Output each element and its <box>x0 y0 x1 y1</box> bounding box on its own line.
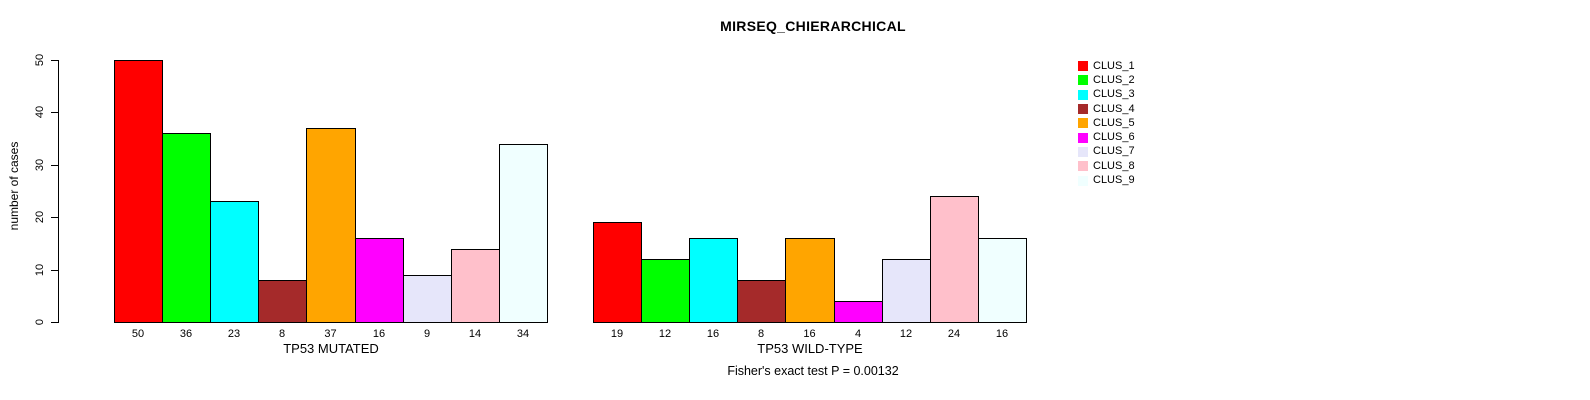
bar-tp53-wild-type-clus-1 <box>593 222 642 323</box>
legend: CLUS_1 CLUS_2 CLUS_3 CLUS_4 CLUS_5 CLUS_6 CLUS… <box>1078 59 1135 188</box>
bar-tp53-wild-type-clus-5 <box>785 238 835 323</box>
legend-label: CLUS_2 <box>1093 73 1135 86</box>
bar-tp53-mutated-clus-6 <box>355 238 404 323</box>
bar-value-label: 16 <box>706 328 720 340</box>
legend-label: CLUS_1 <box>1093 59 1135 72</box>
bar-value-label: 50 <box>131 328 145 340</box>
bar-tp53-mutated-clus-7 <box>403 275 452 323</box>
legend-label: CLUS_4 <box>1093 102 1135 115</box>
y-axis-tick-label: 30 <box>34 158 46 172</box>
y-axis <box>58 60 59 323</box>
y-axis-tick-label: 50 <box>34 53 46 67</box>
bar-tp53-mutated-clus-3 <box>210 201 259 323</box>
bar-tp53-mutated-clus-4 <box>258 280 307 323</box>
group-label-tp53-mutated: TP53 MUTATED <box>283 341 379 356</box>
bar-tp53-mutated-clus-2 <box>162 133 211 323</box>
legend-label: CLUS_7 <box>1093 145 1135 158</box>
bar-tp53-mutated-clus-9 <box>499 144 548 323</box>
bar-value-label: 23 <box>227 328 241 340</box>
legend-swatch-clus-7 <box>1078 146 1088 157</box>
legend-swatch-clus-3 <box>1078 89 1088 100</box>
bar-value-label: 24 <box>947 328 961 340</box>
y-axis-tick-label: 10 <box>34 263 46 277</box>
bar-value-label: 34 <box>516 328 530 340</box>
bar-value-label: 12 <box>658 328 672 340</box>
legend-swatch-clus-6 <box>1078 132 1088 143</box>
bar-value-label: 8 <box>278 328 286 340</box>
legend-label: CLUS_9 <box>1093 174 1135 187</box>
bar-tp53-wild-type-clus-3 <box>689 238 738 323</box>
y-axis-tick-label: 0 <box>34 318 46 326</box>
y-axis-tick-label: 40 <box>34 105 46 119</box>
legend-item: CLUS_2 <box>1078 73 1135 87</box>
bar-value-label: 8 <box>757 328 765 340</box>
bar-value-label: 16 <box>803 328 816 340</box>
bar-value-label: 16 <box>372 328 386 340</box>
legend-item: CLUS_5 <box>1078 116 1135 130</box>
legend-label: CLUS_6 <box>1093 131 1135 144</box>
legend-swatch-clus-8 <box>1078 161 1088 172</box>
bar-tp53-mutated-clus-1 <box>114 60 163 323</box>
y-axis-tick <box>51 112 58 113</box>
y-axis-tick <box>51 322 58 323</box>
y-axis-tick <box>51 270 58 271</box>
bar-value-label: 16 <box>995 328 1009 340</box>
bar-tp53-wild-type-clus-4 <box>737 280 786 323</box>
bar-value-label: 36 <box>179 328 193 340</box>
legend-label: CLUS_8 <box>1093 159 1135 172</box>
legend-swatch-clus-5 <box>1078 118 1088 129</box>
bar-value-label: 37 <box>324 328 337 340</box>
bar-value-label: 12 <box>899 328 913 340</box>
bar-tp53-mutated-clus-5 <box>306 128 356 323</box>
bar-value-label: 19 <box>610 328 624 340</box>
legend-swatch-clus-4 <box>1078 104 1088 115</box>
legend-label: CLUS_5 <box>1093 116 1135 129</box>
legend-item: CLUS_6 <box>1078 130 1135 144</box>
y-axis-tick <box>51 60 58 61</box>
legend-item: CLUS_4 <box>1078 102 1135 116</box>
bar-tp53-wild-type-clus-2 <box>641 259 690 323</box>
legend-item: CLUS_7 <box>1078 145 1135 159</box>
bar-tp53-wild-type-clus-8 <box>930 196 979 323</box>
y-axis-tick <box>51 165 58 166</box>
bar-tp53-wild-type-clus-9 <box>978 238 1027 323</box>
legend-swatch-clus-1 <box>1078 61 1088 72</box>
bar-tp53-wild-type-clus-6 <box>834 301 883 323</box>
legend-swatch-clus-9 <box>1078 175 1088 186</box>
legend-item: CLUS_9 <box>1078 173 1135 187</box>
bar-tp53-mutated-clus-8 <box>451 249 500 323</box>
legend-label: CLUS_3 <box>1093 88 1135 101</box>
chart-title: MIRSEQ_CHIERARCHICAL <box>720 18 906 34</box>
legend-item: CLUS_3 <box>1078 88 1135 102</box>
bar-value-label: 9 <box>423 328 431 340</box>
fisher-test-note: Fisher's exact test P = 0.00132 <box>727 364 899 378</box>
legend-item: CLUS_8 <box>1078 159 1135 173</box>
bar-tp53-wild-type-clus-7 <box>882 259 931 323</box>
legend-swatch-clus-2 <box>1078 75 1088 86</box>
y-axis-tick <box>51 217 58 218</box>
legend-item: CLUS_1 <box>1078 59 1135 73</box>
group-label-tp53-wild-type: TP53 WILD-TYPE <box>757 341 863 356</box>
bar-value-label: 4 <box>854 328 862 340</box>
bar-value-label: 14 <box>468 328 482 340</box>
y-axis-label: number of cases <box>7 141 21 231</box>
y-axis-tick-label: 20 <box>34 210 46 224</box>
